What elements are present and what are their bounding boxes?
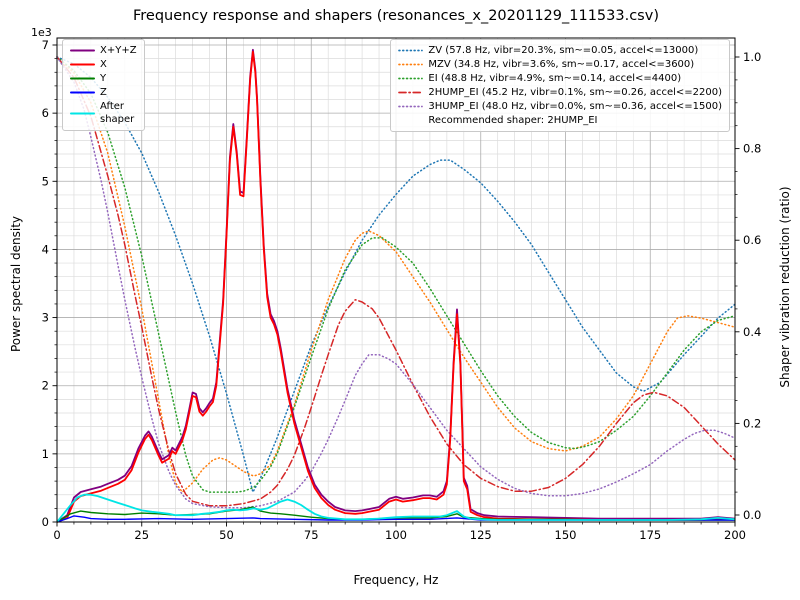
y-left-tick-label: 1 [42, 447, 49, 461]
legend-note: Recommended shaper: 2HUMP_EI [428, 115, 598, 126]
y-left-tick-label: 6 [42, 106, 49, 120]
legend-line-sample [398, 49, 424, 52]
legend-line-sample [70, 91, 95, 94]
legend-label: Y [100, 73, 107, 84]
legend-right: ZV (57.8 Hz, vibr=20.3%, sm~=0.05, accel… [390, 39, 730, 132]
legend-line-sample [70, 77, 95, 80]
legend-label: Z [100, 87, 107, 98]
legend-item: EI (48.8 Hz, vibr=4.9%, sm~=0.14, accel<… [398, 72, 722, 85]
legend-line-sample [70, 49, 95, 52]
legend-item: MZV (34.8 Hz, vibr=3.6%, sm~=0.17, accel… [398, 58, 722, 71]
series-2HUMP_EI [56, 56, 736, 507]
legend-item: X [70, 58, 137, 71]
y-left-tick-label: 2 [42, 379, 49, 393]
series-ZV [56, 56, 736, 493]
legend-label: EI (48.8 Hz, vibr=4.9%, sm~=0.14, accel<… [428, 73, 682, 84]
y-axis-label-left: Power spectral density [9, 215, 23, 353]
series-X [56, 50, 736, 523]
legend-label: After shaper [100, 101, 135, 125]
x-tick-label: 25 [134, 528, 149, 542]
legend-item: Y [70, 72, 137, 85]
legend-label: X [100, 59, 107, 70]
legend-label: ZV (57.8 Hz, vibr=20.3%, sm~=0.05, accel… [428, 45, 699, 56]
legend-line-sample [398, 105, 424, 108]
legend-spacer [398, 120, 423, 121]
legend-item: 3HUMP_EI (48.0 Hz, vibr=0.0%, sm~=0.36, … [398, 100, 722, 113]
y-left-tick-label: 4 [42, 242, 49, 256]
x-tick-label: 200 [724, 528, 746, 542]
legend-label: MZV (34.8 Hz, vibr=3.6%, sm~=0.17, accel… [428, 59, 695, 70]
x-tick-label: 50 [219, 528, 234, 542]
y-right-tick-label: 1.0 [743, 50, 761, 64]
y-left-tick-label: 5 [42, 174, 49, 188]
y-left-tick-label: 7 [42, 38, 49, 52]
x-tick-label: 100 [385, 528, 407, 542]
legend-line-sample [70, 63, 95, 66]
y-left-tick-label: 3 [42, 311, 49, 325]
series-3HUMP_EI [56, 56, 736, 509]
legend-item: ZV (57.8 Hz, vibr=20.3%, sm~=0.05, accel… [398, 44, 722, 57]
legend-label: 2HUMP_EI (45.2 Hz, vibr=0.1%, sm~=0.26, … [428, 87, 722, 98]
series-After-shaper [56, 493, 736, 523]
y-right-tick-label: 0.8 [743, 142, 761, 156]
series-EI [56, 56, 736, 493]
x-tick-label: 125 [470, 528, 492, 542]
y-axis-label-right: Shaper vibration reduction (ratio) [778, 186, 792, 388]
legend-line-sample [70, 112, 95, 114]
legend-item: X+Y+Z [70, 44, 137, 57]
x-tick-label: 0 [53, 528, 60, 542]
legend-recommended-row: Recommended shaper: 2HUMP_EI [398, 114, 722, 127]
series-MZV [56, 56, 736, 493]
x-tick-label: 175 [639, 528, 661, 542]
legend-line-sample [398, 77, 424, 80]
legend-left: X+Y+Z X Y Z After shaper [62, 39, 145, 131]
y-left-tick-label: 0 [42, 515, 49, 529]
y-right-tick-label: 0.0 [743, 508, 761, 522]
y-right-tick-label: 0.2 [743, 416, 761, 430]
legend-line-sample [398, 63, 424, 66]
y-right-tick-label: 0.4 [743, 325, 761, 339]
x-axis-label: Frequency, Hz [353, 573, 439, 587]
x-tick-label: 150 [555, 528, 577, 542]
y-right-tick-label: 0.6 [743, 233, 761, 247]
legend-item: Z [70, 86, 137, 99]
legend-item: After shaper [70, 100, 137, 126]
legend-item: 2HUMP_EI (45.2 Hz, vibr=0.1%, sm~=0.26, … [398, 86, 722, 99]
legend-label: 3HUMP_EI (48.0 Hz, vibr=0.0%, sm~=0.36, … [428, 101, 722, 112]
y-axis-offset-text: 1e3 [31, 26, 52, 39]
legend-label: X+Y+Z [100, 45, 137, 56]
chart-title: Frequency response and shapers (resonanc… [133, 8, 659, 24]
legend-line-sample [398, 91, 424, 94]
x-tick-label: 75 [304, 528, 319, 542]
